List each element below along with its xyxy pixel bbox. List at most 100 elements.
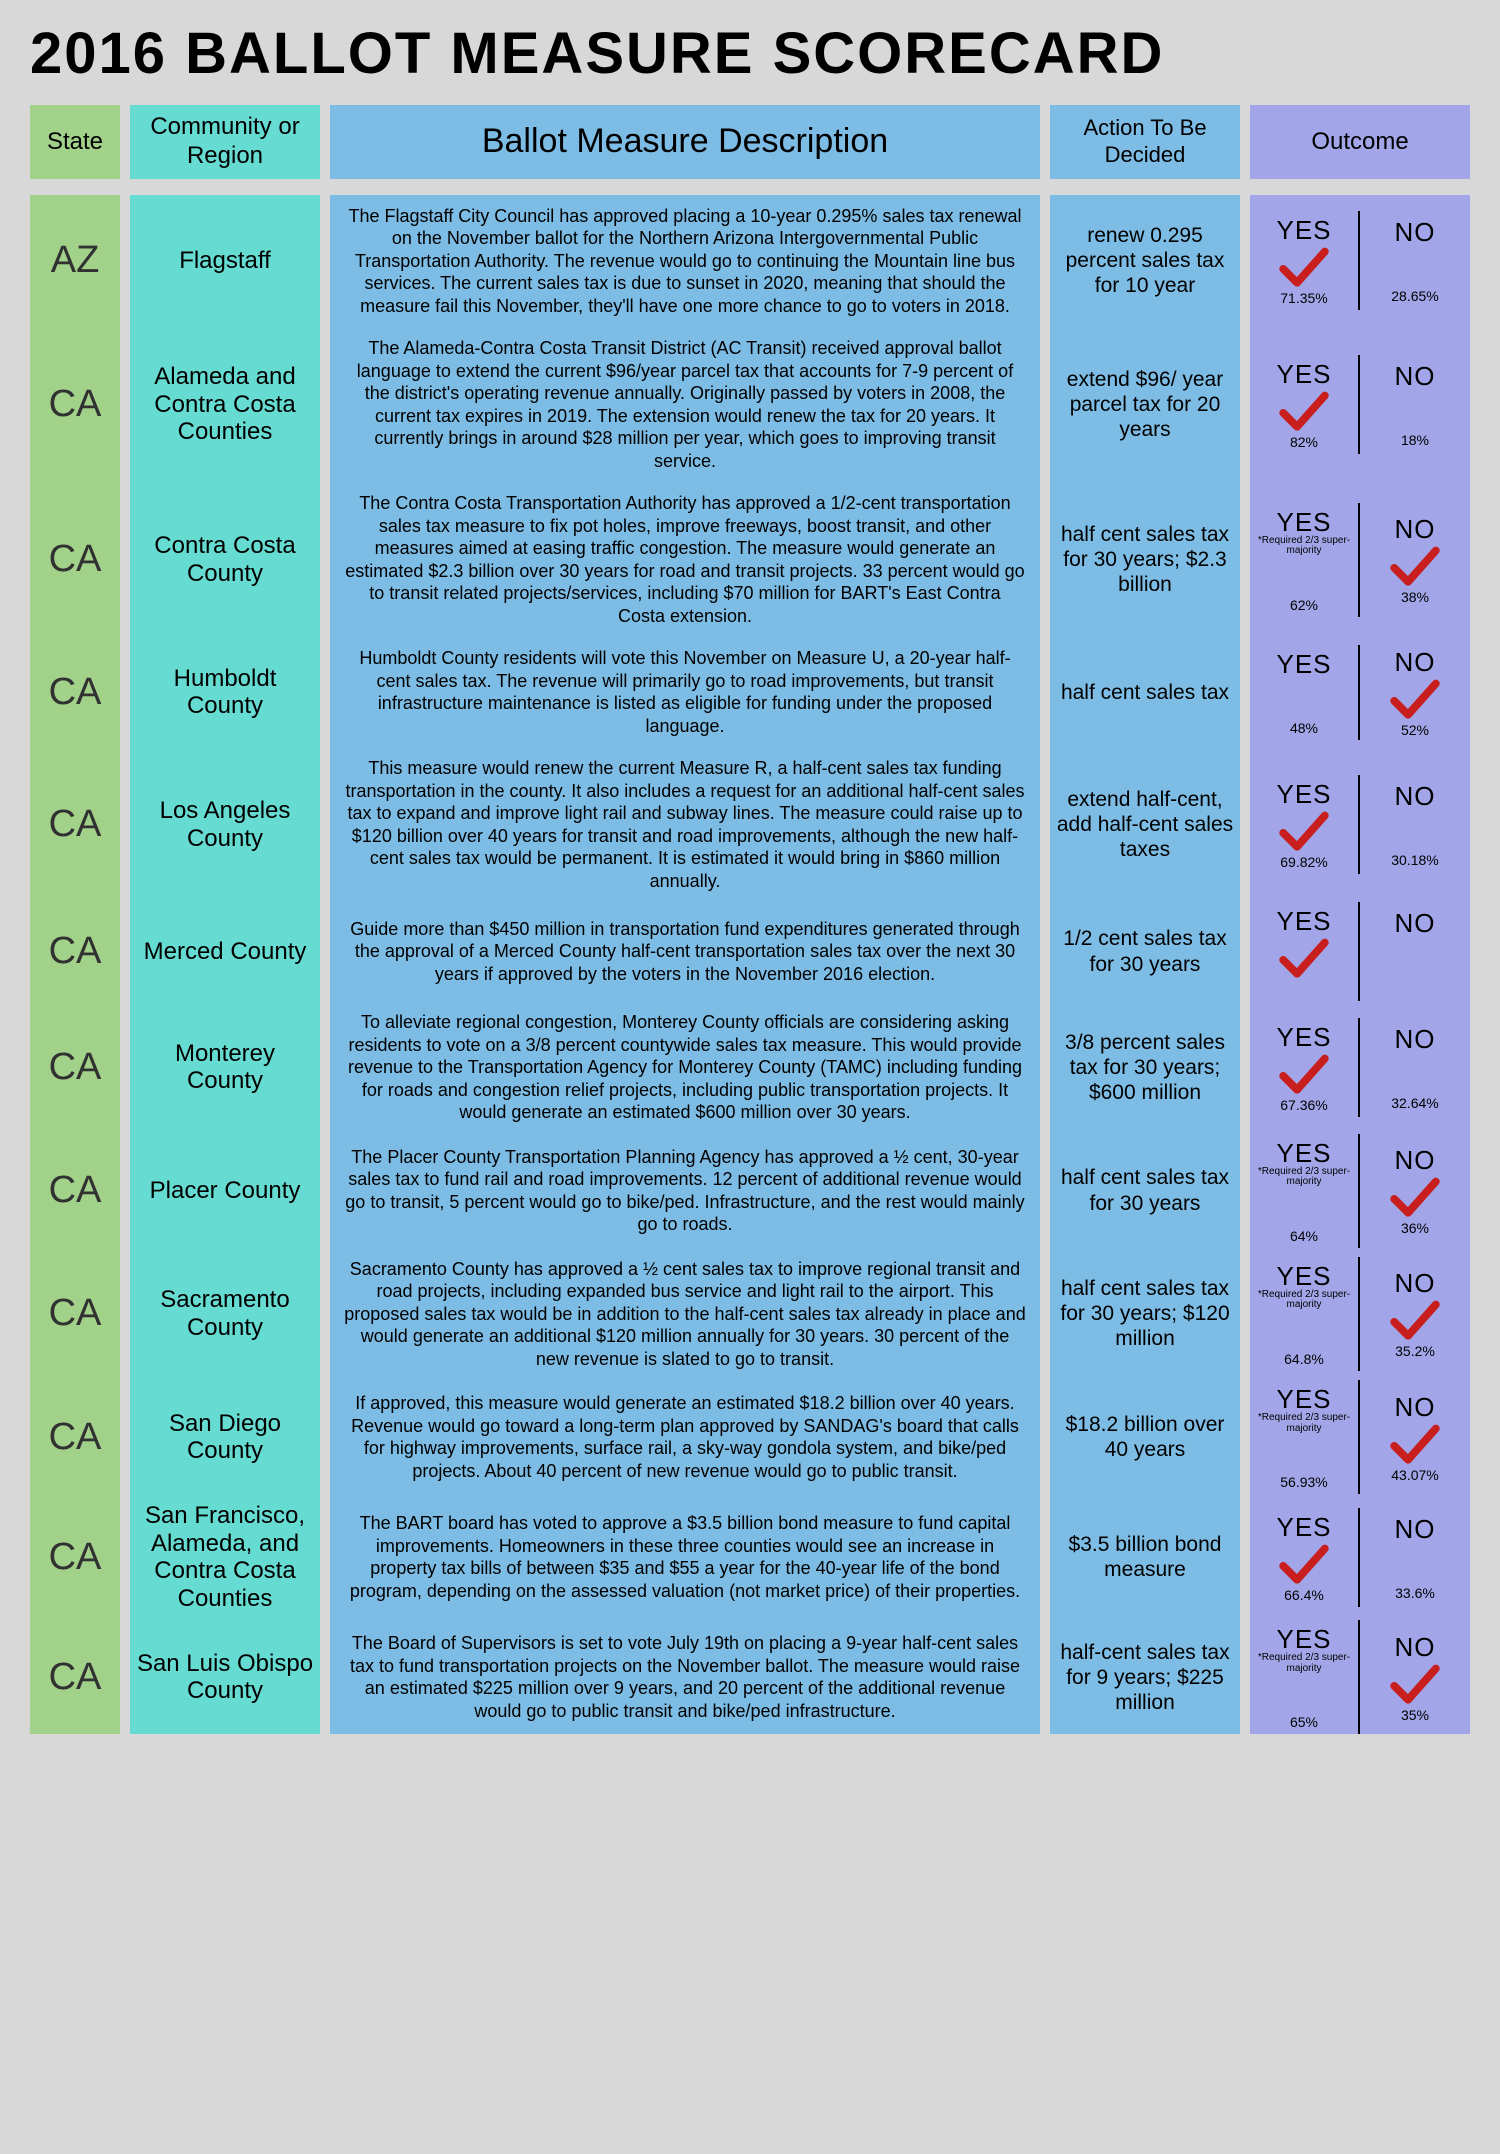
yes-label: YES (1276, 1138, 1331, 1169)
region-cell: Contra Costa County (130, 482, 320, 637)
supermajority-note: *Required 2/3 super-majority (1252, 1653, 1356, 1674)
state-cell: CA (30, 1380, 120, 1494)
outcome-no: NO32.64% (1360, 1020, 1470, 1115)
state-cell: CA (30, 747, 120, 902)
state-cell: AZ (30, 195, 120, 328)
no-percent: 52% (1401, 722, 1429, 738)
region-cell: Flagstaff (130, 195, 320, 328)
yes-percent: 64% (1290, 1228, 1318, 1244)
no-label: NO (1395, 1632, 1436, 1663)
table-row: CAHumboldt CountyHumboldt County residen… (30, 637, 1470, 747)
outcome-yes: YES 71.35% (1250, 211, 1360, 310)
yes-percent: 64.8% (1284, 1351, 1324, 1367)
no-body (1362, 1663, 1468, 1707)
outcome-yes: YES*Required 2/3 super-majority64.8% (1250, 1257, 1360, 1371)
check-icon (1389, 545, 1441, 589)
yes-percent: 67.36% (1280, 1097, 1327, 1113)
outcome-no: NO 18% (1360, 357, 1470, 452)
table-row: CASan Luis Obispo CountyThe Board of Sup… (30, 1620, 1470, 1734)
header-description: Ballot Measure Description (330, 105, 1040, 179)
table-row: AZFlagstaffThe Flagstaff City Council ha… (30, 195, 1470, 328)
outcome-yes: YES48% (1250, 645, 1360, 740)
check-icon (1278, 1543, 1330, 1587)
yes-body (1252, 937, 1356, 981)
no-body (1362, 678, 1468, 722)
check-icon (1278, 246, 1330, 290)
yes-body (1252, 246, 1356, 290)
outcome-yes: YES*Required 2/3 super-majority64% (1250, 1134, 1360, 1248)
outcome-no: NO0 (1360, 904, 1470, 999)
description-cell: Guide more than $450 million in transpor… (330, 902, 1040, 1001)
no-body (1362, 1423, 1468, 1467)
page-title: 2016 BALLOT MEASURE SCORECARD (30, 20, 1470, 87)
yes-percent: 56.93% (1280, 1474, 1327, 1490)
no-body (1362, 392, 1468, 432)
description-cell: Humboldt County residents will vote this… (330, 637, 1040, 747)
yes-body (1252, 1311, 1356, 1351)
state-cell: CA (30, 1494, 120, 1620)
no-label: NO (1395, 1392, 1436, 1423)
outcome-no: NO 43.07% (1360, 1388, 1470, 1487)
yes-body (1252, 1543, 1356, 1587)
outcome-cell: YES 71.35%NO28.65% (1250, 195, 1470, 328)
check-icon (1389, 678, 1441, 722)
table-row: CAAlameda and Contra Costa CountiesThe A… (30, 327, 1470, 482)
no-body (1362, 1299, 1468, 1343)
outcome-no: NO 36% (1360, 1141, 1470, 1240)
scorecard-grid: State Community or Region Ballot Measure… (30, 105, 1470, 1734)
check-icon (1389, 1176, 1441, 1220)
state-cell: CA (30, 637, 120, 747)
outcome-cell: YES*Required 2/3 super-majority56.93%NO … (1250, 1380, 1470, 1494)
description-cell: The Contra Costa Transportation Authorit… (330, 482, 1040, 637)
description-cell: The Placer County Transportation Plannin… (330, 1134, 1040, 1248)
action-cell: $18.2 billion over 40 years (1050, 1380, 1240, 1494)
no-label: NO (1395, 361, 1436, 392)
outcome-no: NO33.6% (1360, 1510, 1470, 1605)
yes-percent: 82% (1290, 434, 1318, 450)
description-cell: To alleviate regional congestion, Monter… (330, 1001, 1040, 1134)
yes-label: YES (1276, 1624, 1331, 1655)
table-row: CASan Francisco, Alameda, and Contra Cos… (30, 1494, 1470, 1620)
table-row: CALos Angeles CountyThis measure would r… (30, 747, 1470, 902)
region-cell: Humboldt County (130, 637, 320, 747)
region-cell: Merced County (130, 902, 320, 1001)
outcome-yes: YES*Required 2/3 super-majority62% (1250, 503, 1360, 617)
yes-body (1252, 810, 1356, 854)
check-icon (1278, 937, 1330, 981)
region-cell: Sacramento County (130, 1248, 320, 1381)
action-cell: half cent sales tax for 30 years; $120 m… (1050, 1248, 1240, 1381)
description-cell: The Alameda-Contra Costa Transit Distric… (330, 327, 1040, 482)
header-action: Action To Be Decided (1050, 105, 1240, 179)
no-percent: 18% (1401, 432, 1429, 448)
outcome-cell: YES 67.36%NO32.64% (1250, 1001, 1470, 1134)
description-cell: The BART board has voted to approve a $3… (330, 1494, 1040, 1620)
no-label: NO (1395, 1514, 1436, 1545)
supermajority-note: *Required 2/3 super-majority (1252, 1290, 1356, 1311)
no-percent: 36% (1401, 1220, 1429, 1236)
state-cell: CA (30, 902, 120, 1001)
header-row: State Community or Region Ballot Measure… (30, 105, 1470, 179)
yes-label: YES (1276, 779, 1331, 810)
action-cell: half cent sales tax for 30 years; $2.3 b… (1050, 482, 1240, 637)
table-row: CASacramento CountySacramento County has… (30, 1248, 1470, 1381)
no-label: NO (1395, 1024, 1436, 1055)
check-icon (1278, 1053, 1330, 1097)
no-label: NO (1395, 217, 1436, 248)
action-cell: extend $96/ year parcel tax for 20 years (1050, 327, 1240, 482)
yes-body (1252, 1188, 1356, 1228)
outcome-no: NO 35.2% (1360, 1264, 1470, 1363)
yes-label: YES (1276, 507, 1331, 538)
header-outcome: Outcome (1250, 105, 1470, 179)
description-cell: The Flagstaff City Council has approved … (330, 195, 1040, 328)
outcome-cell: YES 69.82%NO30.18% (1250, 747, 1470, 902)
region-cell: San Francisco, Alameda, and Contra Costa… (130, 1494, 320, 1620)
no-percent: 35.2% (1395, 1343, 1435, 1359)
outcome-yes: YES 0 (1250, 902, 1360, 1001)
header-region: Community or Region (130, 105, 320, 179)
yes-body (1252, 390, 1356, 434)
yes-percent: 71.35% (1280, 290, 1327, 306)
outcome-cell: YES*Required 2/3 super-majority64.8%NO 3… (1250, 1248, 1470, 1381)
outcome-yes: YES*Required 2/3 super-majority56.93% (1250, 1380, 1360, 1494)
yes-percent: 69.82% (1280, 854, 1327, 870)
table-row: CAMerced CountyGuide more than $450 mill… (30, 902, 1470, 1001)
